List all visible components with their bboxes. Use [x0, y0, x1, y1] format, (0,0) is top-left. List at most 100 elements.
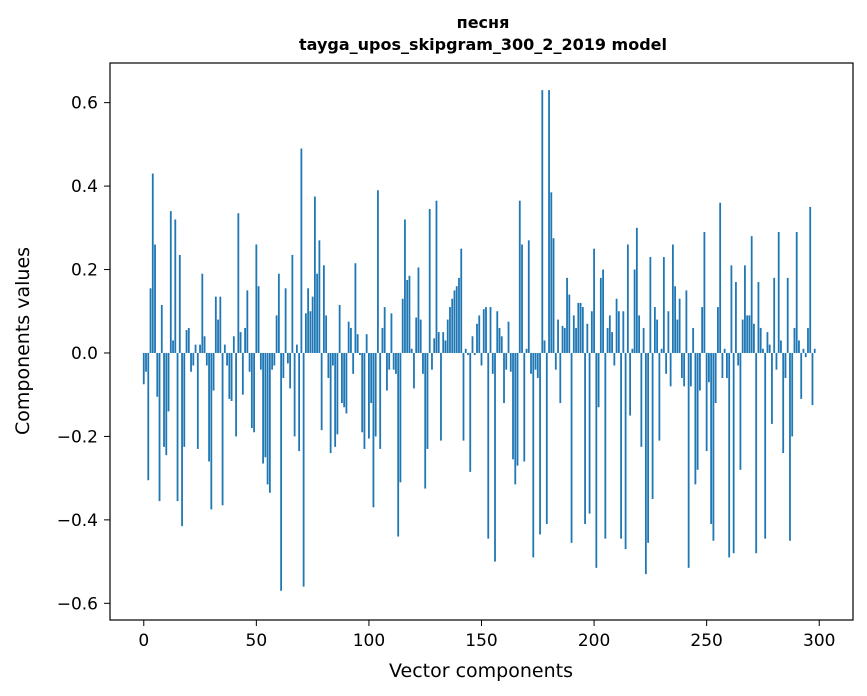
bar: [401, 298, 404, 353]
y-tick-label: 0.0: [71, 344, 98, 364]
bar: [356, 334, 359, 353]
bar: [444, 340, 447, 353]
bar: [455, 286, 458, 353]
bar: [149, 288, 152, 353]
bar: [408, 275, 411, 353]
bar: [428, 209, 431, 353]
x-tick-label: 0: [138, 631, 149, 651]
bar: [685, 290, 688, 353]
bar: [611, 332, 613, 353]
bar: [293, 352, 296, 437]
x-tick-label: 150: [465, 631, 497, 651]
bar: [777, 231, 780, 353]
bar: [762, 348, 764, 353]
bar: [541, 90, 544, 353]
bar: [300, 148, 303, 353]
y-tick-label: 0.4: [71, 177, 98, 197]
bar: [442, 332, 445, 353]
bar: [410, 348, 413, 353]
bar: [496, 311, 499, 353]
bar: [275, 315, 278, 353]
bar: [453, 290, 456, 353]
bar: [374, 352, 377, 437]
bar: [341, 352, 343, 404]
bar: [575, 327, 577, 353]
bar: [451, 298, 454, 353]
bar: [753, 323, 755, 353]
bar: [802, 348, 805, 353]
bar: [235, 352, 237, 437]
bar: [462, 352, 465, 441]
bar: [253, 352, 255, 433]
bar: [536, 352, 539, 378]
bar: [656, 319, 659, 353]
ticks-group: 0 50 100 150 200 250 300 −0.6 −0.4 −0.2 0.0 0.2 0.4 0…: [57, 94, 836, 651]
bar: [271, 352, 274, 370]
bar: [257, 286, 260, 353]
bar: [280, 352, 283, 591]
bar: [480, 352, 483, 366]
bar: [383, 307, 386, 353]
bar: [604, 352, 607, 539]
bar: [232, 336, 235, 353]
bar: [244, 327, 246, 353]
bar: [568, 294, 571, 353]
bar: [572, 315, 575, 353]
bar: [516, 352, 519, 466]
bar: [327, 352, 330, 378]
bar: [662, 257, 665, 353]
bar: [563, 327, 566, 353]
bar: [764, 352, 767, 539]
bar: [593, 248, 595, 353]
bar: [320, 352, 323, 431]
bar: [613, 352, 616, 366]
bar: [703, 231, 706, 353]
bar: [644, 352, 647, 575]
bar: [185, 330, 188, 353]
bar: [721, 352, 724, 378]
bar: [322, 265, 325, 353]
bar: [590, 311, 593, 353]
bar: [370, 352, 373, 404]
bar: [422, 352, 424, 374]
bar: [545, 352, 548, 525]
bar: [640, 352, 643, 447]
bar: [671, 244, 674, 353]
bar: [214, 296, 217, 353]
bar: [467, 352, 469, 356]
bar: [390, 313, 393, 353]
bar: [286, 352, 289, 364]
bar: [446, 319, 449, 353]
bar: [406, 279, 409, 353]
bar: [507, 321, 510, 353]
bar: [471, 336, 474, 353]
bar: [798, 340, 800, 353]
bar: [489, 307, 492, 353]
bar: [352, 352, 355, 374]
bar: [665, 352, 668, 374]
bar: [368, 352, 370, 439]
bar: [793, 327, 796, 353]
bar: [559, 352, 562, 404]
bar: [667, 311, 670, 353]
bar: [230, 352, 233, 401]
bar: [717, 307, 719, 353]
bar: [550, 192, 553, 353]
bar: [759, 327, 762, 353]
bar: [172, 340, 174, 353]
bar: [744, 265, 746, 353]
bar: [395, 352, 397, 374]
bar: [791, 352, 794, 437]
bar: [359, 352, 361, 356]
bar: [262, 352, 264, 464]
bar: [494, 352, 496, 562]
bar: [584, 352, 586, 525]
bar: [266, 352, 269, 485]
bar: [539, 352, 541, 535]
x-tick-label: 100: [353, 631, 385, 651]
bar: [705, 352, 708, 452]
bar: [469, 352, 472, 472]
bar: [397, 352, 400, 537]
bar: [167, 352, 170, 412]
bar: [809, 206, 812, 353]
